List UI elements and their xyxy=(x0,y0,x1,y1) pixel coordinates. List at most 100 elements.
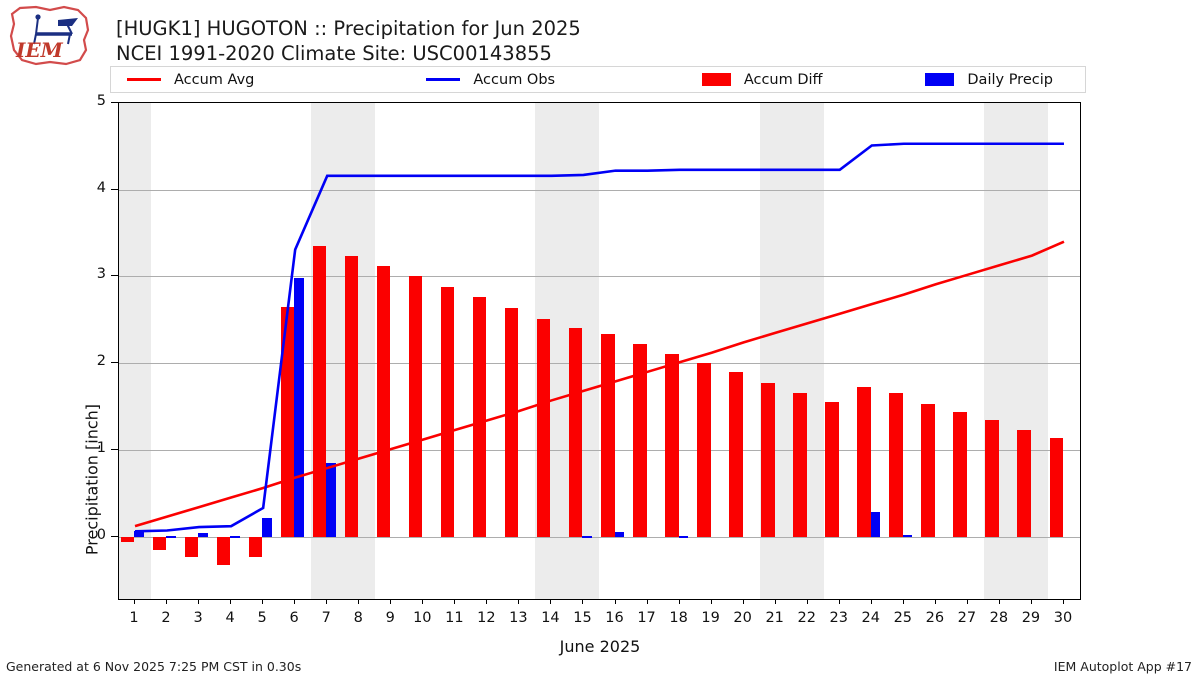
table-row[interactable] xyxy=(184,536,199,557)
x-tick-mark xyxy=(166,599,168,604)
x-tick-mark xyxy=(550,599,552,604)
table-row[interactable] xyxy=(120,536,135,542)
x-tick-mark xyxy=(230,599,232,604)
accum-avg-line xyxy=(134,240,1065,528)
x-tick-mark xyxy=(582,599,584,604)
list-item[interactable] xyxy=(582,535,593,538)
table-row[interactable] xyxy=(889,393,903,537)
x-tick-mark xyxy=(966,599,968,604)
x-tick-mark xyxy=(1062,599,1064,604)
list-item[interactable] xyxy=(678,535,689,538)
table-row[interactable] xyxy=(857,387,871,537)
table-row[interactable] xyxy=(825,402,839,537)
y-tick-label: 3 xyxy=(96,266,106,283)
table-row[interactable] xyxy=(344,255,359,537)
list-item[interactable] xyxy=(614,532,625,537)
legend-item-accum-avg[interactable]: Accum Avg xyxy=(111,67,390,92)
legend-box-swatch-daily-precip xyxy=(925,73,955,86)
plot-area xyxy=(118,102,1081,600)
chart-legend: Accum Avg Accum Obs Accum Diff Daily Pre… xyxy=(110,66,1086,93)
legend-item-daily-precip[interactable]: Daily Precip xyxy=(889,67,1085,92)
x-tick-mark xyxy=(326,599,328,604)
x-tick-label: 25 xyxy=(893,610,913,626)
table-row[interactable] xyxy=(312,246,327,537)
list-item[interactable] xyxy=(230,535,240,538)
table-row[interactable] xyxy=(472,297,487,537)
legend-label-accum-diff: Accum Diff xyxy=(743,71,823,88)
table-row[interactable] xyxy=(985,420,999,537)
list-item[interactable] xyxy=(262,518,272,537)
table-row[interactable] xyxy=(536,318,551,537)
x-tick-label: 26 xyxy=(925,610,945,626)
svg-text:IEM: IEM xyxy=(15,38,64,62)
table-row[interactable] xyxy=(761,383,775,537)
x-tick-mark xyxy=(262,599,264,604)
x-tick-mark xyxy=(998,599,1000,604)
x-tick-mark xyxy=(934,599,936,604)
weekend-band xyxy=(119,103,152,599)
table-row[interactable] xyxy=(216,536,231,566)
legend-item-accum-diff[interactable]: Accum Diff xyxy=(670,67,890,92)
x-tick-label: 30 xyxy=(1053,610,1073,626)
table-row[interactable] xyxy=(504,307,519,537)
x-tick-mark xyxy=(1030,599,1032,604)
table-row[interactable] xyxy=(152,536,167,551)
table-row[interactable] xyxy=(697,363,711,537)
table-row[interactable] xyxy=(793,392,807,537)
y-tick-mark xyxy=(111,535,118,537)
list-item[interactable] xyxy=(870,512,881,537)
page-title: [HUGK1] HUGOTON :: Precipitation for Jun… xyxy=(116,16,581,66)
x-tick-label: 20 xyxy=(733,610,752,626)
x-tick-mark xyxy=(806,599,808,604)
table-row[interactable] xyxy=(440,286,455,537)
x-tick-label: 23 xyxy=(829,610,848,626)
legend-label-accum-obs: Accum Obs xyxy=(473,71,556,88)
list-item[interactable] xyxy=(326,462,336,537)
x-tick-mark xyxy=(294,599,296,604)
legend-box-swatch-accum-diff xyxy=(701,73,731,86)
table-row[interactable] xyxy=(921,403,935,537)
x-tick-mark xyxy=(486,599,488,604)
list-item[interactable] xyxy=(294,278,304,537)
y-tick-mark xyxy=(111,448,118,450)
x-tick-label: 6 xyxy=(289,610,299,626)
x-tick-label: 10 xyxy=(413,610,432,626)
gridline xyxy=(119,363,1080,365)
x-tick-label: 14 xyxy=(541,610,560,626)
list-item[interactable] xyxy=(166,535,176,538)
list-item[interactable] xyxy=(134,531,144,537)
y-tick-label: 0 xyxy=(96,526,106,543)
table-row[interactable] xyxy=(408,276,423,537)
table-row[interactable] xyxy=(953,411,967,537)
table-row[interactable] xyxy=(1049,437,1063,537)
x-tick-mark xyxy=(678,599,680,604)
table-row[interactable] xyxy=(376,266,391,537)
gridline xyxy=(119,276,1080,278)
x-tick-mark xyxy=(838,599,840,604)
x-tick-label: 8 xyxy=(353,610,363,626)
x-axis-label: June 2025 xyxy=(559,637,641,656)
x-tick-mark xyxy=(870,599,872,604)
y-tick-label: 4 xyxy=(96,179,106,196)
table-row[interactable] xyxy=(729,371,743,537)
legend-line-swatch-accum-obs xyxy=(426,78,461,81)
x-tick-label: 21 xyxy=(765,610,784,626)
legend-item-accum-obs[interactable]: Accum Obs xyxy=(390,67,669,92)
legend-label-accum-avg: Accum Avg xyxy=(174,71,255,88)
table-row[interactable] xyxy=(248,536,263,557)
y-tick-mark xyxy=(111,275,118,277)
x-tick-label: 18 xyxy=(669,610,688,626)
y-tick-mark xyxy=(111,188,118,190)
iem-logo-icon: IEM xyxy=(6,4,94,68)
line-series-group xyxy=(134,142,1065,533)
x-tick-label: 16 xyxy=(605,610,624,626)
list-item[interactable] xyxy=(198,533,208,537)
list-item[interactable] xyxy=(902,534,913,537)
table-row[interactable] xyxy=(569,327,583,537)
x-tick-mark xyxy=(422,599,424,604)
table-row[interactable] xyxy=(665,353,679,537)
table-row[interactable] xyxy=(633,344,647,537)
table-row[interactable] xyxy=(1017,429,1031,537)
legend-label-daily-precip: Daily Precip xyxy=(967,71,1053,88)
y-tick-label: 1 xyxy=(96,439,106,456)
